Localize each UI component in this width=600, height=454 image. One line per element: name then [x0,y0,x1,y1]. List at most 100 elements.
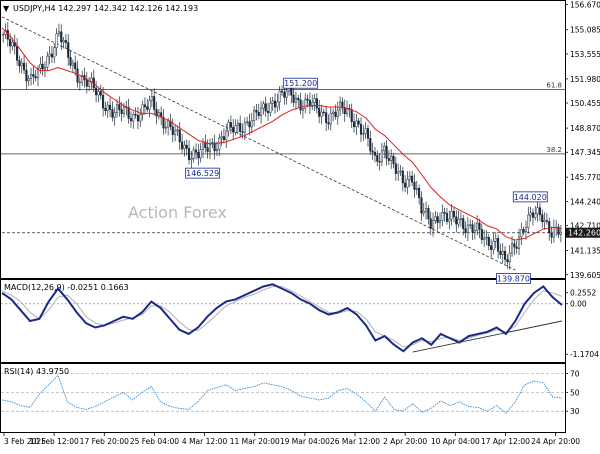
candle-body [501,250,504,255]
candle-body [194,149,198,153]
price-tick-label: 151.980 [570,75,600,84]
candle-body [306,98,309,101]
time-tick-label: 17 Apr 12:00 [481,437,530,446]
candle-body [62,40,65,43]
candle-body [32,74,35,77]
candle-body [243,122,246,133]
candle-body [120,109,123,114]
time-tick-label: 10 Feb 12:00 [30,437,79,446]
candle-body [241,131,244,133]
candle-body [136,115,139,122]
candle-body [115,104,119,113]
candle-body [552,227,555,238]
macd-tick-label: 0.00 [570,300,587,309]
rsi-line [1,374,563,414]
candle-body [320,111,323,117]
candle-body [480,229,483,240]
price-layer: 61.8 38.2 151.200 146.529 144.020 139.870 [1,16,565,284]
candle-body [280,90,284,93]
candle-body [311,102,314,107]
candle-body [102,94,105,109]
candles-group [2,21,562,270]
candle-body [201,141,205,150]
candle-body [497,238,500,252]
macd-pane-frame [0,279,566,363]
candle-body [408,175,411,180]
candle-body [153,96,156,110]
candle-body [545,220,548,222]
candle-body [471,224,474,233]
candle-body [492,240,495,250]
price-tick-label: 144.240 [570,197,600,206]
candle-body [257,111,260,117]
ohlc-low: 142.126 [129,4,162,13]
candle-body [199,149,202,159]
candle-body [431,220,435,229]
candle-body [420,197,423,214]
candle-body [422,211,425,214]
candle-body [490,245,493,250]
macd-tick-label: 0.2552 [570,289,596,298]
candle-body [113,112,116,118]
candle-body [260,107,263,117]
candle-body [318,107,321,117]
candle-body [504,250,507,260]
annotation-label-2: 144.020 [514,193,547,202]
candle-body [304,98,307,109]
candle-body [469,224,472,226]
ohlc-high: 142.342 [94,4,127,13]
candle-body [127,106,130,119]
candle-body [443,212,446,214]
candle-body [225,130,228,140]
rsi-pane-frame [0,363,566,433]
candle-body [48,53,51,57]
candle-body [43,66,47,70]
candle-body [517,236,521,249]
candle-body [81,75,84,83]
candle-body [171,126,174,135]
fib-level-label-1: 38.2 [546,146,562,154]
candle-body [248,121,251,128]
candle-body [438,220,442,223]
annotation-box-3 [496,273,531,284]
price-tick-label: 153.555 [570,50,600,59]
candle-body [266,110,270,113]
time-tick-label: 26 Mar 12:00 [330,437,380,446]
macd-title: MACD(12,26,9) -0.0251 0.1663 [4,283,129,292]
candle-body [215,149,219,152]
candle-body [466,224,469,233]
candle-body [129,118,133,122]
current-price-value: 142.260 [568,229,600,238]
price-tick-label: 139.605 [570,271,600,280]
candle-body [162,116,165,129]
time-tick-label: 17 Feb 20:00 [80,437,129,446]
candle-body [355,120,358,128]
candle-body [141,104,144,115]
price-tick-label: 141.135 [570,247,600,256]
candle-body [53,47,56,58]
candle-body [174,130,177,135]
svg-text:USDJPY,H4 142.297 142.342 142.: USDJPY,H4 142.297 142.342 142.126 142.19… [13,4,198,13]
candle-body [285,90,288,98]
candle-body [383,145,386,152]
candle-body [213,142,216,152]
candle-body [88,81,91,87]
candle-body [478,222,481,230]
symbol-triangle-icon[interactable]: ▼ [3,4,10,13]
candle-body [255,109,258,113]
candle-body [50,53,54,58]
candle-body [387,158,390,161]
candle-body [64,40,67,43]
rsi-layer [1,373,565,414]
candle-body [132,114,135,122]
candle-body [299,99,302,111]
candle-body [378,161,381,163]
candle-body [462,218,465,230]
candle-body [376,155,379,162]
candle-body [232,127,235,133]
candle-body [187,148,191,160]
candle-body [27,78,30,82]
candle-body [473,230,476,233]
candle-body [308,100,311,107]
candle-body [557,226,560,235]
